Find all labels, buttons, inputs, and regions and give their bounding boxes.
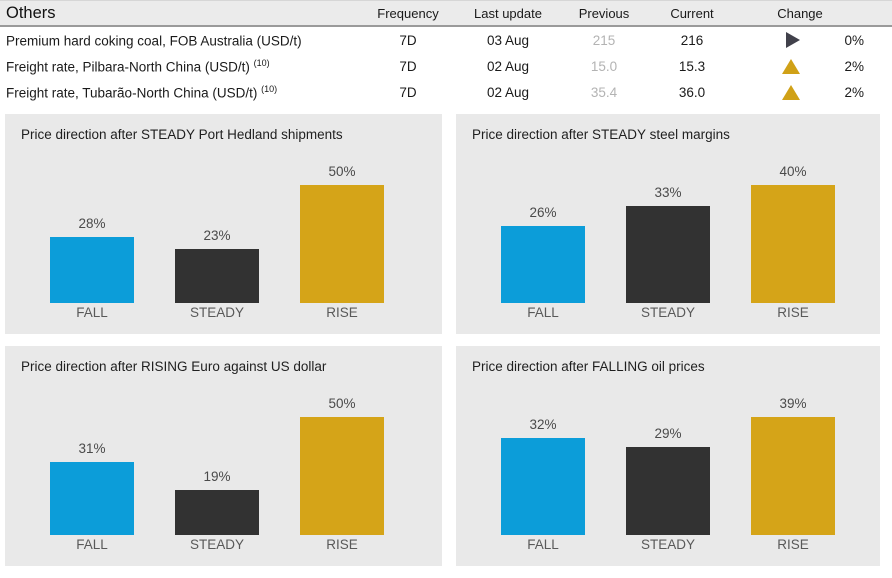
instrument-label: Freight rate, Pilbara-North China (USD/t… xyxy=(6,59,250,75)
x-axis-label-steady: STEADY xyxy=(640,305,695,320)
footnote-marker: (10) xyxy=(253,57,270,68)
x-axis-label-rise: RISE xyxy=(777,537,809,552)
x-axis-label-steady: STEADY xyxy=(189,537,244,552)
steady-bar xyxy=(626,447,710,535)
change-up-icon xyxy=(782,84,800,100)
steady-bar xyxy=(175,249,259,303)
change-up-icon xyxy=(782,58,800,74)
change-percent: 0% xyxy=(844,32,864,48)
frequency-value: 7D xyxy=(399,58,417,74)
chart-panel-steel-margins: Price direction after STEADY steel margi… xyxy=(456,114,880,334)
steady-bar xyxy=(626,206,710,303)
previous-value: 215 xyxy=(592,32,616,48)
column-header-previous: Previous xyxy=(578,5,630,21)
bar-value-label: 50% xyxy=(328,396,356,411)
x-axis-label-steady: STEADY xyxy=(189,305,244,320)
previous-value: 35.4 xyxy=(590,84,618,100)
x-axis-label-fall: FALL xyxy=(527,305,559,320)
last-update-value: 02 Aug xyxy=(486,84,530,100)
column-header-change: Change xyxy=(777,5,823,21)
current-value: 216 xyxy=(680,32,704,48)
table-header-row: Others Frequency Last update Previous Cu… xyxy=(0,0,892,27)
chart-panel-euro-vs-usd: Price direction after RISING Euro agains… xyxy=(5,346,442,566)
bar-value-label: 33% xyxy=(654,185,682,200)
table-row-freight-tubarao: Freight rate, Tubarão-North China (USD/t… xyxy=(0,79,892,105)
change-percent: 2% xyxy=(844,58,864,74)
instrument-label: Freight rate, Tubarão-North China (USD/t… xyxy=(6,85,258,101)
rise-bar xyxy=(300,417,384,535)
others-price-table: Others Frequency Last update Previous Cu… xyxy=(0,0,892,105)
frequency-value: 7D xyxy=(399,32,417,48)
rise-bar xyxy=(300,185,384,303)
last-update-value: 02 Aug xyxy=(486,58,530,74)
chart-title: Price direction after STEADY steel margi… xyxy=(472,127,730,142)
bar-value-label: 23% xyxy=(203,228,231,243)
chart-title: Price direction after STEADY Port Hedlan… xyxy=(21,127,343,142)
x-axis-label-fall: FALL xyxy=(527,537,559,552)
fall-bar xyxy=(501,226,585,303)
bar-value-label: 26% xyxy=(529,205,557,220)
fall-bar xyxy=(50,462,134,535)
frequency-value: 7D xyxy=(399,84,417,100)
bar-plot-area: 26% 33% 40% xyxy=(456,148,880,303)
table-row-freight-pilbara: Freight rate, Pilbara-North China (USD/t… xyxy=(0,53,892,79)
bar-value-label: 39% xyxy=(779,396,807,411)
column-header-frequency: Frequency xyxy=(377,5,439,21)
bar-value-label: 19% xyxy=(203,469,231,484)
bar-value-label: 32% xyxy=(529,417,557,432)
bar-plot-area: 28% 23% 50% xyxy=(5,148,442,303)
fall-bar xyxy=(50,237,134,303)
bar-value-label: 28% xyxy=(78,216,106,231)
bar-value-label: 29% xyxy=(654,426,682,441)
bar-value-label: 31% xyxy=(78,441,106,456)
x-axis-label-rise: RISE xyxy=(326,537,358,552)
bar-value-label: 50% xyxy=(328,164,356,179)
x-axis-label-fall: FALL xyxy=(76,537,108,552)
x-axis-label-rise: RISE xyxy=(777,305,809,320)
rise-bar xyxy=(751,417,835,535)
chart-title: Price direction after FALLING oil prices xyxy=(472,359,705,374)
steady-bar xyxy=(175,490,259,535)
column-header-current: Current xyxy=(670,5,714,21)
bar-plot-area: 31% 19% 50% xyxy=(5,380,442,535)
rise-bar xyxy=(751,185,835,303)
table-section-title: Others xyxy=(6,3,56,22)
current-value: 15.3 xyxy=(678,58,706,74)
change-percent: 2% xyxy=(844,84,864,100)
chart-panel-port-hedland-shipments: Price direction after STEADY Port Hedlan… xyxy=(5,114,442,334)
table-row-premium-hard-coking-coal: Premium hard coking coal, FOB Australia … xyxy=(0,27,892,53)
chart-panel-oil-prices: Price direction after FALLING oil prices… xyxy=(456,346,880,566)
column-header-last-update: Last update xyxy=(474,5,542,21)
change-steady-icon xyxy=(786,32,800,48)
current-value: 36.0 xyxy=(678,84,706,100)
price-direction-charts-grid: Price direction after STEADY Port Hedlan… xyxy=(5,114,880,566)
bar-plot-area: 32% 29% 39% xyxy=(456,380,880,535)
x-axis-label-rise: RISE xyxy=(326,305,358,320)
bar-value-label: 40% xyxy=(779,164,807,179)
footnote-marker: (10) xyxy=(261,83,278,94)
fall-bar xyxy=(501,438,585,535)
x-axis-label-fall: FALL xyxy=(76,305,108,320)
last-update-value: 03 Aug xyxy=(486,32,530,48)
previous-value: 15.0 xyxy=(590,58,618,74)
instrument-label: Premium hard coking coal, FOB Australia … xyxy=(6,33,302,49)
x-axis-label-steady: STEADY xyxy=(640,537,695,552)
chart-title: Price direction after RISING Euro agains… xyxy=(21,359,327,374)
